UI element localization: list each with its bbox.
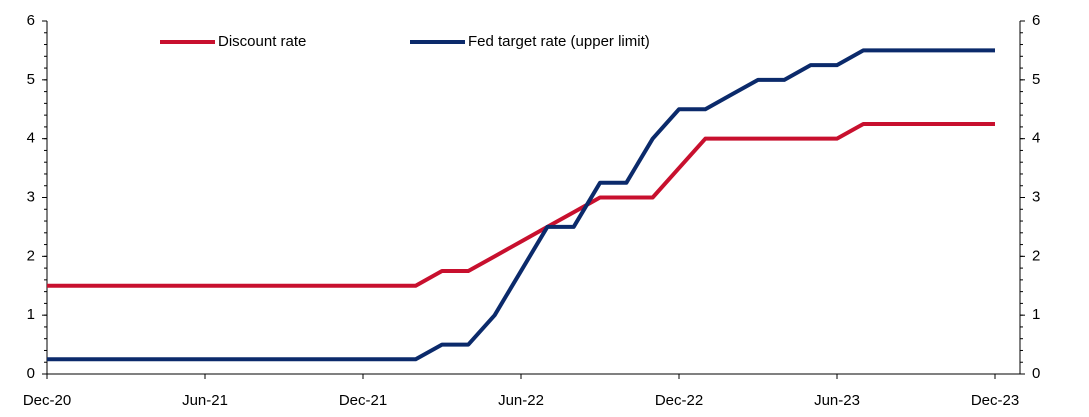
y2-tick-label: 0	[1032, 365, 1040, 382]
x-tick-label: Dec-21	[339, 392, 387, 409]
x-tick-label: Dec-22	[655, 392, 703, 409]
y-tick-label: 4	[27, 130, 35, 147]
y-tick-label: 1	[27, 306, 35, 323]
y-tick-label: 5	[27, 71, 35, 88]
y-tick-label: 3	[27, 188, 35, 205]
y2-tick-label: 5	[1032, 71, 1040, 88]
y-tick-label: 2	[27, 247, 35, 264]
y-tick-label: 0	[27, 365, 35, 382]
y2-tick-label: 6	[1032, 12, 1040, 29]
y-tick-label: 6	[27, 12, 35, 29]
y2-tick-label: 4	[1032, 130, 1040, 147]
x-tick-label: Jun-21	[182, 392, 228, 409]
y2-tick-label: 2	[1032, 247, 1040, 264]
y2-tick-label: 1	[1032, 306, 1040, 323]
x-tick-label: Jun-23	[814, 392, 860, 409]
legend-label: Discount rate	[218, 33, 306, 50]
legend-label: Fed target rate (upper limit)	[468, 33, 650, 50]
x-tick-label: Dec-23	[971, 392, 1019, 409]
y2-tick-label: 3	[1032, 188, 1040, 205]
x-tick-label: Jun-22	[498, 392, 544, 409]
series-line	[47, 121, 995, 288]
series-line	[47, 48, 995, 362]
x-tick-label: Dec-20	[23, 392, 71, 409]
